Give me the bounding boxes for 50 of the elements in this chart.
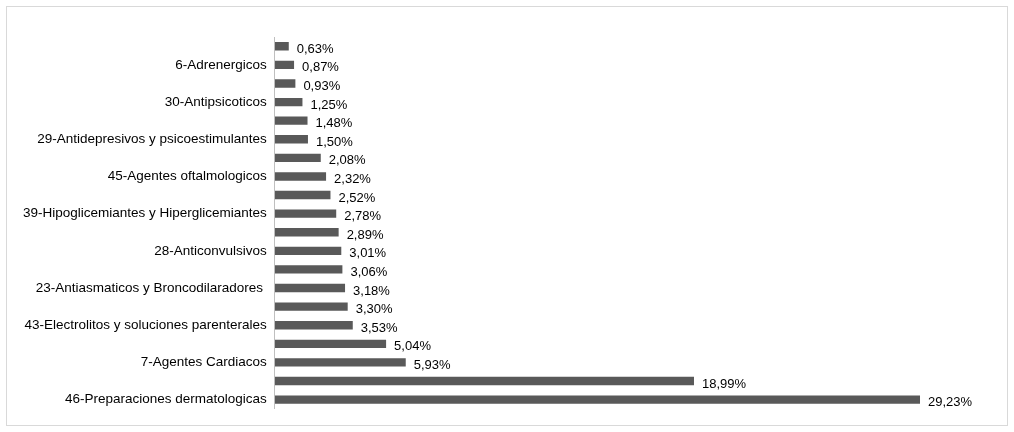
y-tick-label: 29-Antidepresivos y psicoestimulantes [37, 130, 268, 146]
bar [274, 190, 331, 200]
bar [274, 172, 327, 181]
data-label: 2,78% [344, 208, 382, 224]
bar [274, 228, 339, 237]
bar [274, 283, 346, 293]
data-label: 3,06% [350, 264, 388, 280]
bar [274, 358, 406, 367]
data-label: 3,53% [360, 319, 399, 335]
data-label: 5,04% [394, 338, 432, 354]
y-tick-label: 43-Electrolitos y soluciones parenterales [24, 316, 268, 332]
data-label: 1,48% [315, 115, 353, 131]
data-label: 2,52% [338, 189, 376, 205]
bar [274, 135, 308, 144]
data-label: 3,18% [353, 282, 391, 298]
data-label: 2,32% [334, 171, 372, 187]
data-label: 1,25% [310, 96, 348, 112]
bar [274, 246, 342, 256]
y-tick-label: 7-Agentes Cardiacos [140, 354, 268, 370]
bar [274, 153, 321, 163]
data-label: 29,23% [928, 394, 973, 410]
bar [274, 265, 343, 274]
bar [274, 116, 308, 125]
y-tick-label: 23-Antiasmaticos y Broncodilaradores [35, 279, 267, 295]
bar [274, 79, 296, 88]
bar [274, 376, 694, 386]
y-tick-label: 28-Anticonvulsivos [154, 242, 268, 258]
data-label: 0,93% [303, 78, 341, 94]
data-label: 0,63% [296, 40, 335, 56]
bar [274, 302, 348, 311]
bar [274, 339, 387, 348]
bar [274, 60, 295, 70]
bar [274, 42, 289, 51]
data-label: 1,50% [315, 133, 354, 149]
y-tick-label: 30-Antipsicoticos [164, 93, 268, 109]
data-label: 3,01% [349, 245, 387, 261]
bar [274, 97, 303, 107]
y-tick-label: 45-Agentes oftalmologicos [107, 168, 268, 184]
y-tick-label: 39-Hipoglicemiantes y Hiperglicemiantes [23, 205, 268, 221]
y-tick-label: 6-Adrenergicos [175, 56, 268, 72]
y-tick-label: 46-Preparaciones dermatologicas [64, 391, 268, 407]
bar [274, 321, 353, 330]
data-label: 3,30% [355, 301, 393, 317]
data-label: 2,08% [328, 152, 367, 168]
bar [274, 395, 921, 404]
data-label: 5,93% [413, 356, 452, 372]
bar [274, 209, 337, 218]
data-label: 2,89% [346, 226, 384, 242]
data-label: 18,99% [701, 375, 747, 391]
data-label: 0,87% [302, 59, 340, 75]
